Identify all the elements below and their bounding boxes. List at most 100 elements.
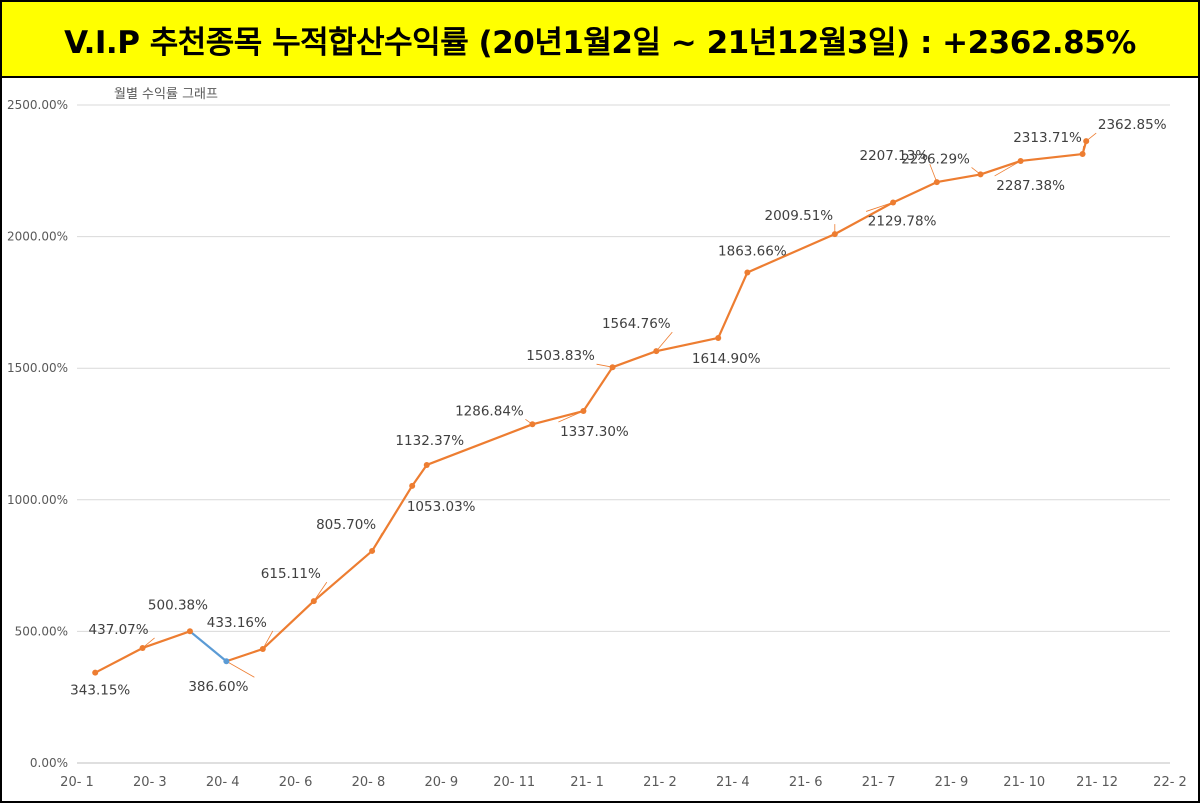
data-point xyxy=(580,408,587,415)
data-point xyxy=(1083,138,1090,145)
data-label: 2362.85% xyxy=(1098,117,1167,133)
data-label: 1503.83% xyxy=(526,348,595,364)
data-point xyxy=(715,334,722,341)
series-segment xyxy=(94,646,144,674)
data-point xyxy=(310,598,317,605)
series-segment xyxy=(655,336,720,353)
data-label: 500.38% xyxy=(148,597,208,613)
series-segment xyxy=(411,463,428,487)
x-tick-label: 20- 3 xyxy=(133,775,167,790)
x-tick-label: 21- 10 xyxy=(1003,775,1045,790)
series-segment xyxy=(892,180,938,204)
x-axis-ticks: 20- 1 20- 3 20- 4 20- 6 20- 8 20- 9 20- 11 21- … xyxy=(60,775,1187,790)
line-chart: 0.00% 500.00% 1000.00% 1500.00% 2000.00% 2500… xyxy=(7,87,1187,790)
x-tick-label: 20- 9 xyxy=(425,775,459,790)
data-label: 2207.13% xyxy=(859,148,928,164)
data-label: 1564.76% xyxy=(602,316,671,332)
data-label: 2009.51% xyxy=(764,208,833,224)
x-tick-label: 21- 2 xyxy=(643,775,677,790)
series-segment xyxy=(261,600,315,651)
data-point xyxy=(933,179,940,186)
series-segment xyxy=(371,484,414,553)
data-point xyxy=(1017,157,1024,164)
data-label: 433.16% xyxy=(207,615,267,631)
data-label: 2313.71% xyxy=(1013,130,1082,146)
x-tick-label: 21- 6 xyxy=(789,775,823,790)
data-label: 1614.90% xyxy=(692,351,761,367)
data-point xyxy=(609,364,616,371)
data-point xyxy=(744,269,751,276)
data-point xyxy=(223,658,230,665)
series-segment xyxy=(188,630,228,663)
data-point xyxy=(1079,151,1086,158)
series-segment xyxy=(1019,152,1084,163)
x-tick-label: 21- 7 xyxy=(862,775,896,790)
chart-title: 월별 수익률 그래프 xyxy=(114,87,218,102)
data-label: 437.07% xyxy=(89,622,149,638)
data-label: 343.15% xyxy=(70,683,130,699)
data-point xyxy=(259,645,266,652)
y-tick-label: 2000.00% xyxy=(7,230,68,244)
series-segment xyxy=(717,271,749,340)
data-label: 1132.37% xyxy=(395,433,464,449)
series-segment xyxy=(531,409,585,426)
data-label: 615.11% xyxy=(261,566,321,582)
x-tick-label: 20- 4 xyxy=(206,775,240,790)
y-tick-label: 2500.00% xyxy=(7,98,68,112)
data-label: 805.70% xyxy=(316,517,376,533)
data-point xyxy=(369,547,376,554)
series-segment xyxy=(425,423,534,467)
y-axis-ticks: 0.00% 500.00% 1000.00% 1500.00% 2000.00% 2500… xyxy=(7,98,68,770)
series-segment xyxy=(312,549,374,603)
chart-area: 0.00% 500.00% 1000.00% 1500.00% 2000.00% 2500… xyxy=(2,78,1198,801)
data-point xyxy=(92,669,99,676)
y-tick-label: 1000.00% xyxy=(7,493,68,507)
y-tick-label: 500.00% xyxy=(15,624,68,638)
gridlines xyxy=(77,104,1170,764)
x-tick-label: 21- 4 xyxy=(716,775,750,790)
banner-title: V.I.P 추천종목 누적합산수익률 (20년1월2일 ~ 21년12월3일) … xyxy=(64,24,1136,61)
data-point xyxy=(831,231,838,238)
series-line xyxy=(94,139,1088,674)
x-tick-label: 20- 1 xyxy=(60,775,94,790)
series-segment xyxy=(611,350,658,369)
data-point xyxy=(139,644,146,651)
data-point xyxy=(653,348,660,355)
x-tick-label: 20- 6 xyxy=(279,775,313,790)
x-tick-label: 21- 9 xyxy=(935,775,969,790)
data-label: 1863.66% xyxy=(718,243,787,259)
data-points xyxy=(92,138,1090,676)
label-leaders xyxy=(142,132,1097,678)
series-segment xyxy=(746,232,836,274)
data-label: 2236.29% xyxy=(901,151,970,167)
data-label: 386.60% xyxy=(188,679,248,695)
label-leader xyxy=(655,331,673,352)
y-tick-label: 1500.00% xyxy=(7,361,68,375)
series-segment xyxy=(141,630,192,650)
series-segment xyxy=(582,366,614,413)
series-segment xyxy=(833,201,895,236)
data-point xyxy=(529,421,536,428)
x-tick-label: 21- 1 xyxy=(570,775,604,790)
series-segment xyxy=(979,159,1022,176)
series-segment xyxy=(935,173,982,184)
x-tick-label: 21- 12 xyxy=(1076,775,1118,790)
data-point xyxy=(977,171,984,178)
data-point xyxy=(409,482,416,489)
data-label: 2287.38% xyxy=(996,178,1065,194)
data-label: 1053.03% xyxy=(407,499,476,515)
data-label: 1337.30% xyxy=(560,424,629,440)
label-leader xyxy=(226,660,255,678)
y-tick-label: 0.00% xyxy=(30,756,68,770)
data-labels: 343.15% 437.07% 500.38% 386.60% 433.16% 615.1… xyxy=(70,117,1167,699)
title-banner: V.I.P 추천종목 누적합산수익률 (20년1월2일 ~ 21년12월3일) … xyxy=(2,2,1198,78)
x-tick-label: 22- 2 xyxy=(1153,775,1187,790)
data-label: 1286.84% xyxy=(455,403,524,419)
x-tick-label: 20- 11 xyxy=(493,775,535,790)
label-leader xyxy=(929,163,938,183)
series-segment xyxy=(225,647,264,663)
data-point xyxy=(423,461,430,468)
x-tick-label: 20- 8 xyxy=(352,775,386,790)
data-point xyxy=(186,628,193,635)
